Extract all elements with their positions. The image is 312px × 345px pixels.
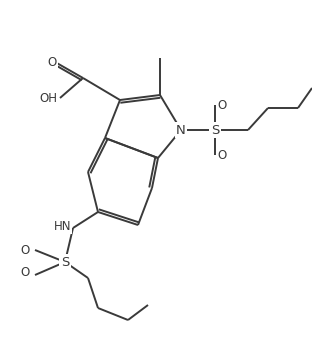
Text: O: O [217, 99, 227, 111]
Text: O: O [21, 266, 30, 279]
Text: O: O [47, 56, 56, 69]
Text: N: N [176, 124, 186, 137]
Text: O: O [217, 148, 227, 161]
Text: O: O [21, 244, 30, 256]
Text: S: S [211, 124, 219, 137]
Text: HN: HN [53, 219, 71, 233]
Text: S: S [61, 256, 69, 268]
Text: OH: OH [39, 91, 57, 105]
